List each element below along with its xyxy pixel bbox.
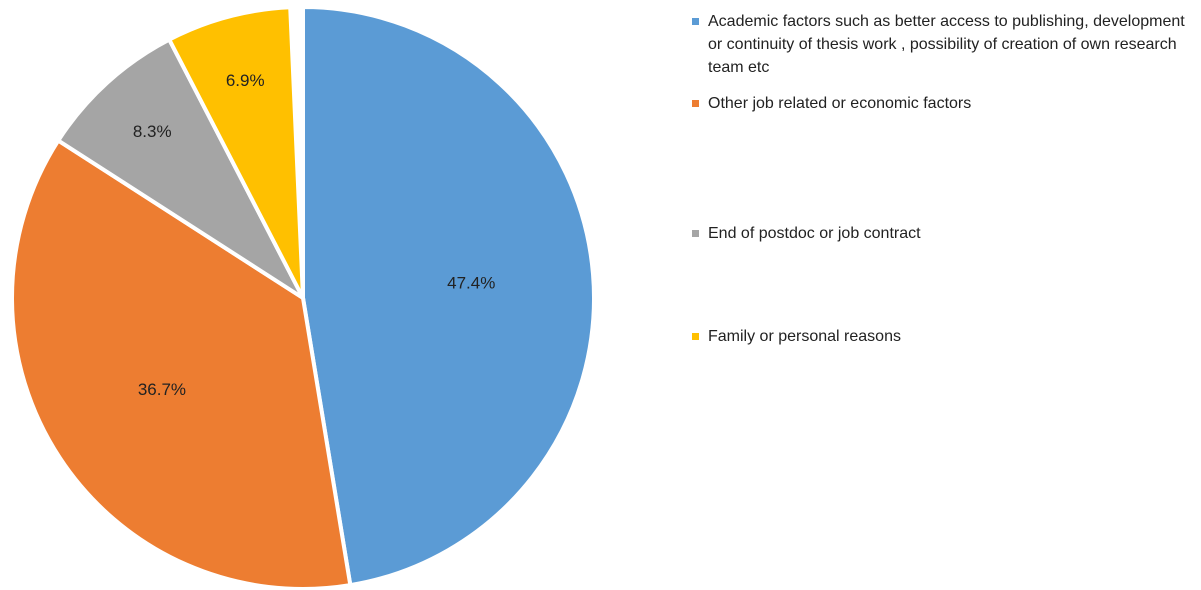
legend-label: Academic factors such as better access t… [708,13,1185,76]
pie: 47.4% 36.7% 8.3% 6.9% [10,5,596,590]
pie-slice [10,138,353,590]
legend-label: Other job related or economic factors [708,95,972,112]
data-label: 36.7% [138,380,186,399]
pie-slice [301,5,596,588]
pie-slice [167,5,305,300]
legend-item: Academic factors such as better access t… [690,10,1195,79]
legend-item: Family or personal reasons [690,325,1195,348]
data-label: 47.4% [447,274,495,293]
legend-swatch [692,333,699,340]
legend-item: End of postdoc or job contract [690,222,1195,245]
legend-swatch [692,100,699,107]
legend-swatch [692,18,699,25]
legend: Academic factors such as better access t… [690,0,1195,590]
data-label: 8.3% [133,122,172,141]
legend-item: Other job related or economic factors [690,92,1195,115]
data-label: 6.9% [226,71,265,90]
legend-label: Family or personal reasons [708,328,901,345]
legend-label: End of postdoc or job contract [708,225,921,242]
pie-slice [56,37,305,300]
legend-swatch [692,230,699,237]
